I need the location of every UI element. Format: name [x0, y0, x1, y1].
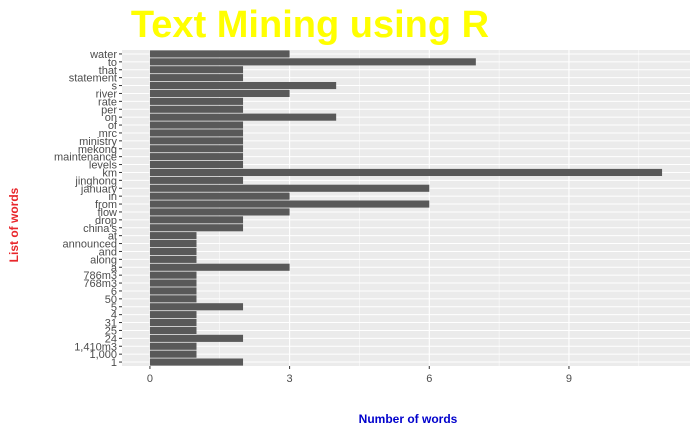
y-tick-label-china's: china's [83, 223, 117, 235]
bar-mrc [149, 129, 244, 137]
x-tick-label-9: 9 [566, 373, 572, 385]
y-tick-label-jinghong: jinghong [74, 175, 117, 187]
y-tick-label-a: a [111, 262, 118, 274]
bar-per [149, 105, 244, 113]
y-tick-label-flow: flow [97, 207, 117, 219]
bar-5 [149, 303, 244, 311]
y-tick-label-on: on [105, 112, 117, 124]
plot-panel [122, 50, 690, 366]
y-tick-label-and: and [99, 246, 117, 258]
bar-25 [149, 326, 197, 335]
y-tick-label-in: in [108, 191, 117, 203]
y-tick-label-s: s [112, 81, 118, 93]
bar-drop [149, 216, 244, 224]
y-tick-label-50: 50 [105, 294, 117, 306]
x-tick-label-0: 0 [147, 373, 153, 385]
y-tick-label-water: water [89, 49, 117, 61]
x-tick-label-6: 6 [426, 373, 432, 385]
bar-a [149, 263, 290, 271]
bar-1,410m3 [149, 342, 197, 350]
y-tick-label-rate: rate [98, 96, 117, 108]
bar-jinghong [149, 176, 244, 184]
y-tick-labels: watertothatstatementsriverrateperonofmrc… [54, 49, 122, 369]
bar-km [149, 168, 663, 177]
bar-china's [149, 224, 244, 232]
bar-of [149, 121, 244, 129]
bar-768m3 [149, 279, 197, 287]
bars [149, 50, 663, 366]
bar-1,000 [149, 350, 197, 358]
bar-that [149, 66, 244, 74]
bar-announced [149, 239, 197, 248]
y-tick-label-maintenance: maintenance [54, 152, 117, 164]
y-tick-label-1,000: 1,000 [89, 349, 117, 361]
bar-ministry [149, 137, 244, 145]
bar-along [149, 255, 197, 263]
y-tick-label-that: that [99, 65, 117, 77]
bar-and [149, 247, 197, 256]
bar-on [149, 113, 337, 121]
bar-at [149, 232, 197, 240]
bar-in [149, 192, 290, 200]
y-tick-label-river: river [96, 88, 118, 100]
bar-4 [149, 311, 197, 319]
x-tick-label-3: 3 [287, 373, 293, 385]
y-tick-label-to: to [108, 57, 117, 69]
y-tick-label-6: 6 [111, 286, 117, 298]
bar-to [149, 58, 476, 66]
y-tick-label-768m3: 768m3 [83, 278, 117, 290]
bar-24 [149, 334, 244, 342]
y-tick-label-1: 1 [111, 357, 117, 369]
y-tick-label-mekong: mekong [78, 144, 117, 156]
chart-title: Text Mining using R [131, 4, 489, 46]
y-tick-label-january: january [80, 183, 118, 195]
x-tick-labels: 0 3 6 9 [147, 366, 572, 385]
bar-1 [149, 358, 244, 366]
bar-january [149, 184, 430, 192]
y-tick-label-1,410m3: 1,410m3 [74, 341, 117, 353]
y-tick-label-statement: statement [69, 73, 117, 85]
y-tick-label-drop: drop [95, 215, 117, 227]
bar-6 [149, 287, 197, 295]
bar-from [149, 200, 430, 208]
bar-mekong [149, 145, 244, 153]
y-tick-label-of: of [108, 120, 118, 132]
y-tick-label-25: 25 [105, 325, 117, 337]
bar-786m3 [149, 271, 197, 279]
bar-water [149, 50, 290, 58]
y-tick-label-levels: levels [89, 160, 118, 172]
y-tick-label-announced: announced [63, 239, 117, 251]
bar-50 [149, 295, 197, 303]
bar-river [149, 89, 290, 98]
bar-31 [149, 318, 197, 327]
bar-maintenance [149, 153, 244, 161]
bar-levels [149, 160, 244, 169]
y-tick-label-31: 31 [105, 318, 117, 330]
y-tick-label-4: 4 [111, 310, 117, 322]
bar-statement [149, 74, 244, 82]
bar-s [149, 81, 337, 90]
bar-rate [149, 97, 244, 105]
y-tick-label-km: km [102, 167, 117, 179]
y-tick-label-24: 24 [105, 333, 117, 345]
y-tick-label-per: per [101, 104, 117, 116]
y-tick-label-mrc: mrc [99, 128, 118, 140]
x-axis-label: Number of words [359, 412, 458, 426]
y-tick-label-along: along [90, 254, 117, 266]
y-tick-label-at: at [108, 231, 117, 243]
y-tick-label-from: from [95, 199, 117, 211]
y-tick-label-5: 5 [111, 302, 117, 314]
y-axis-label: List of words [7, 187, 21, 262]
y-tick-label-786m3: 786m3 [83, 270, 117, 282]
y-tick-label-ministry: ministry [79, 136, 117, 148]
bar-flow [149, 208, 290, 216]
